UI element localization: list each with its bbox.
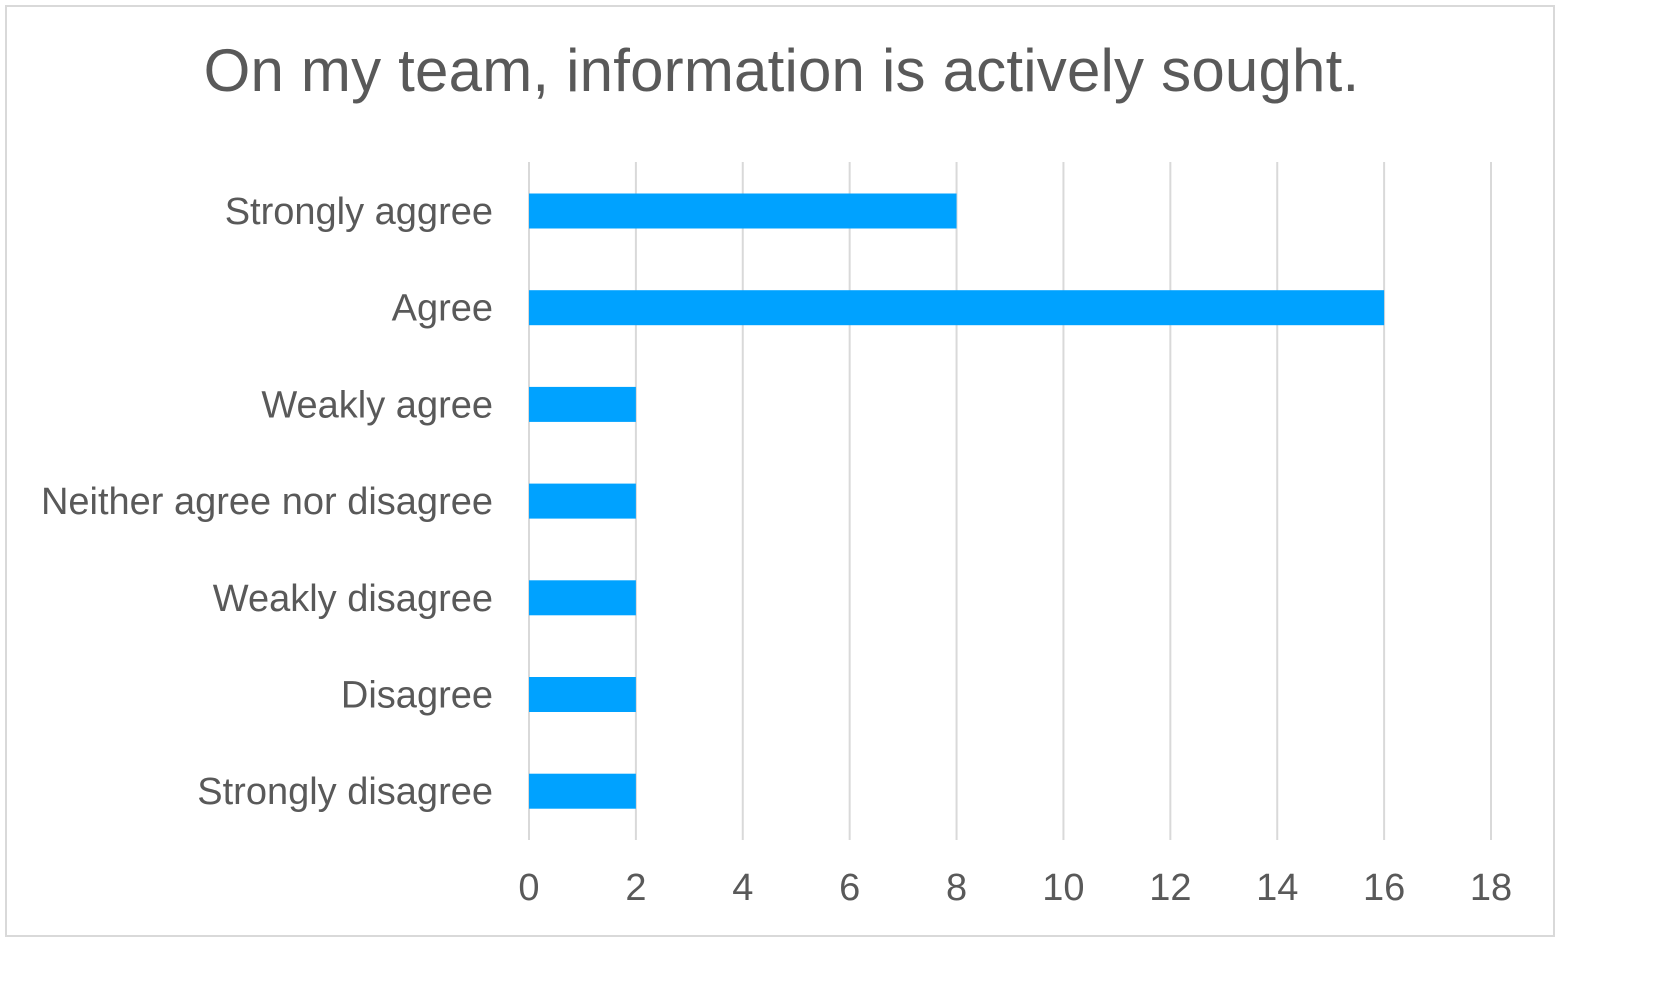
bar: [529, 483, 636, 519]
x-tick-label: 18: [1470, 867, 1512, 909]
x-tick-labels: 0 2 4 6 8 10 12 14 16 18: [518, 867, 1512, 909]
bar: [529, 677, 636, 712]
bars: [529, 193, 1385, 809]
category-label: Strongly disagree: [197, 771, 493, 813]
bar: [529, 580, 636, 616]
category-label: Agree: [392, 288, 493, 330]
chart-frame: [5, 5, 1555, 937]
chart-title: On my team, information is actively soug…: [203, 37, 1360, 104]
category-label: Disagree: [341, 675, 493, 717]
bar: [529, 773, 636, 809]
x-tick-label: 4: [732, 867, 753, 909]
bar: [529, 386, 636, 422]
gridlines: [528, 162, 1492, 840]
category-label: Neither agree nor disagree: [41, 481, 493, 523]
x-tick-label: 14: [1256, 867, 1298, 909]
x-tick-label: 16: [1363, 867, 1405, 909]
category-label: Weakly agree: [261, 384, 493, 426]
x-tick-label: 0: [518, 867, 539, 909]
x-tick-label: 10: [1042, 867, 1084, 909]
x-tick-label: 6: [839, 867, 860, 909]
category-label: Strongly aggree: [225, 191, 493, 233]
x-tick-label: 8: [946, 867, 967, 909]
category-labels: Strongly aggree Agree Weakly agree Neither …: [41, 191, 493, 813]
bar: [529, 290, 1385, 326]
x-tick-label: 2: [625, 867, 646, 909]
category-label: Weakly disagree: [213, 578, 493, 620]
bar: [529, 193, 957, 229]
x-tick-label: 12: [1149, 867, 1191, 909]
